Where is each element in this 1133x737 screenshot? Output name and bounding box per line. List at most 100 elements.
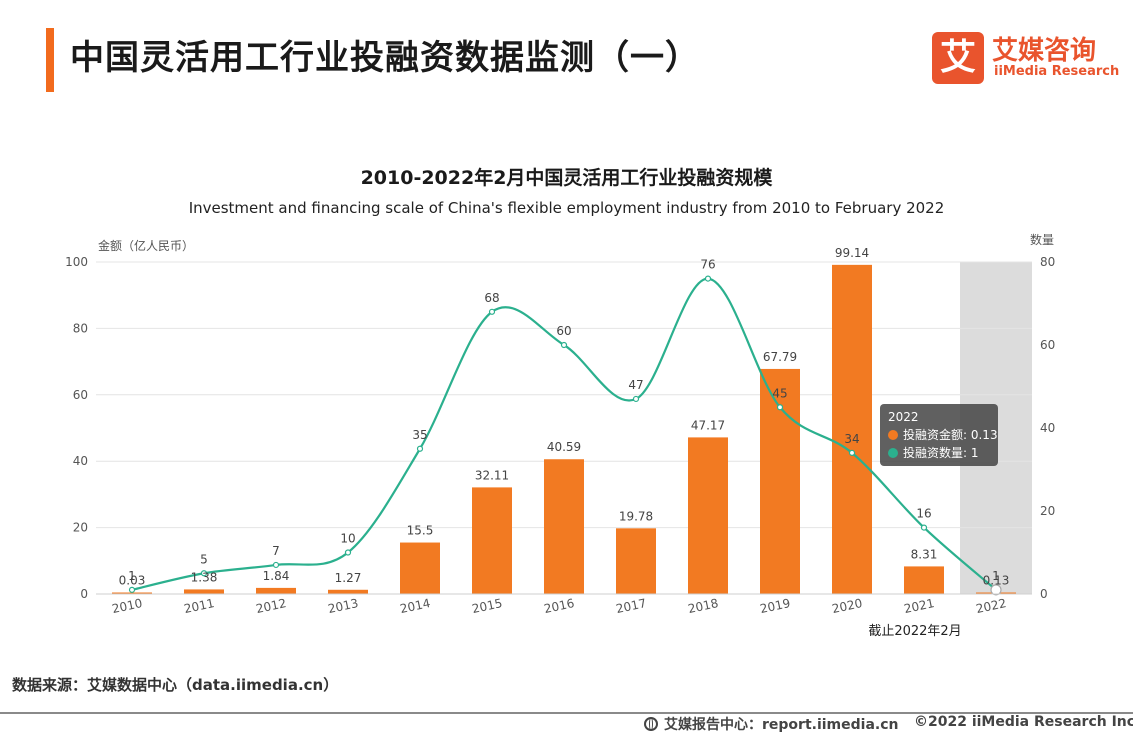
line-value-label: 45 (772, 386, 787, 400)
x-tick-label: 2017 (615, 596, 648, 616)
line-value-label: 10 (340, 532, 355, 546)
title-accent-bar (46, 28, 54, 92)
bar (616, 528, 656, 594)
amount-dot-icon (888, 430, 898, 440)
logo-mark: 艾 (932, 32, 984, 84)
line-value-label: 5 (200, 552, 208, 566)
bar-value-label: 67.79 (763, 350, 797, 364)
line-value-label: 60 (556, 324, 571, 338)
line-value-label: 1 (128, 569, 136, 583)
count-point (200, 570, 208, 577)
bar (112, 592, 152, 594)
x-tick-label: 2020 (831, 596, 864, 616)
logo-chinese-name: 艾媒咨询 (992, 36, 1097, 66)
tooltip-amount-row: 投融资金额: 0.13 (888, 426, 998, 444)
tooltip-title: 2022 (888, 410, 919, 424)
bar-value-label: 1.84 (263, 569, 290, 583)
bar (328, 589, 368, 594)
x-tick-label: 2013 (327, 596, 360, 616)
x-tick-label: 2015 (471, 596, 504, 616)
y2-tick-label: 40 (1040, 421, 1055, 435)
page-title: 中国灵活用工行业投融资数据监测（一） (70, 38, 700, 78)
count-point (920, 524, 928, 531)
report-center-link[interactable]: 艾媒报告中心：report.iimedia.cn (644, 714, 899, 734)
footer-divider (0, 712, 1133, 714)
x-tick-label: 2022 (975, 596, 1008, 616)
bar-value-label: 1.38 (191, 570, 218, 584)
x-tick-label: 2019 (759, 596, 792, 616)
globe-icon (644, 717, 658, 731)
count-point (416, 445, 424, 452)
count-dot-icon (888, 448, 898, 458)
line-value-label: 76 (700, 258, 715, 272)
copyright: ©2022 iiMedia Research Inc (914, 714, 1133, 730)
count-point (632, 395, 640, 403)
tooltip-count-row: 投融资数量: 1 (888, 444, 990, 462)
bar-value-label: 99.14 (835, 246, 869, 260)
report-center-text: 艾媒报告中心：report.iimedia.cn (664, 717, 899, 733)
combo-chart: 0.03 1.38 1.84 1.27 15.5 32.11 40.59 19.78 47.17… (65, 232, 1055, 639)
line-value-label: 1 (992, 569, 1000, 583)
line-value-label: 68 (484, 291, 499, 305)
x-tick-label: 2014 (399, 596, 432, 616)
x-tick-label: 2011 (183, 596, 216, 616)
y-tick-label: 20 (73, 521, 88, 535)
x-tick-label: 2018 (687, 596, 720, 616)
y-tick-label: 100 (65, 255, 88, 269)
bar (184, 589, 224, 594)
bar (688, 437, 728, 594)
bar-value-label: 0.03 (119, 574, 146, 588)
chart-title: 2010-2022年2月中国灵活用工行业投融资规模 (360, 167, 773, 189)
line-value-label: 34 (844, 432, 859, 446)
y-tick-label: 0 (80, 587, 88, 601)
bar-value-label: 0.13 (983, 574, 1010, 588)
count-point (344, 549, 352, 556)
bar-value-label: 1.27 (335, 571, 362, 585)
bar (472, 487, 512, 594)
data-source: 数据来源：艾媒数据中心（data.iimedia.cn） (12, 676, 339, 694)
count-point (776, 404, 784, 411)
bar-value-label: 15.5 (407, 524, 434, 538)
count-point (560, 341, 568, 349)
y2-tick-label: 80 (1040, 255, 1055, 269)
x-tick-label: 2016 (543, 596, 576, 616)
count-point (128, 586, 136, 593)
line-value-label: 7 (272, 544, 280, 558)
x-tick-label: 2021 (903, 596, 936, 616)
y-tick-label: 40 (73, 454, 88, 468)
count-point (990, 584, 1002, 596)
bar-value-label: 32.11 (475, 468, 509, 482)
y2-tick-label: 0 (1040, 587, 1048, 601)
bar-value-label: 19.78 (619, 509, 653, 523)
logo-english-name: iiMedia Research (994, 64, 1120, 79)
y2-tick-label: 20 (1040, 504, 1055, 518)
bar (760, 368, 800, 594)
chart-subtitle: Investment and financing scale of China'… (188, 199, 945, 217)
line-value-label: 16 (916, 507, 931, 521)
y-axis-title: 金额（亿人民币） (98, 238, 194, 253)
count-point (704, 275, 712, 282)
count-point (272, 561, 280, 569)
chart-note: 截止2022年2月 (868, 624, 961, 639)
y-tick-label: 60 (73, 388, 88, 402)
bar-value-label: 40.59 (547, 440, 581, 454)
x-tick-label: 2012 (255, 596, 288, 616)
y2-axis-title: 数量 (1030, 232, 1054, 247)
y-tick-label: 80 (73, 321, 88, 335)
tooltip-amount: 投融资金额: 0.13 (903, 428, 998, 442)
y2-tick-label: 60 (1040, 338, 1055, 352)
bar (400, 542, 440, 594)
x-tick-label: 2010 (111, 596, 144, 616)
line-value-label: 35 (412, 428, 427, 442)
count-point (488, 308, 496, 315)
bar-value-label: 8.31 (911, 547, 938, 561)
chart-tooltip: 2022 投融资金额: 0.13 投融资数量: 1 (880, 404, 998, 466)
tooltip-count: 投融资数量: 1 (903, 446, 979, 460)
bar (544, 459, 584, 594)
bar (904, 566, 944, 594)
line-value-label: 47 (628, 378, 643, 392)
bar (832, 264, 872, 594)
iimedia-logo: 艾 艾媒咨询 iiMedia Research (932, 30, 1122, 86)
bar (256, 587, 296, 594)
count-point (848, 449, 856, 456)
